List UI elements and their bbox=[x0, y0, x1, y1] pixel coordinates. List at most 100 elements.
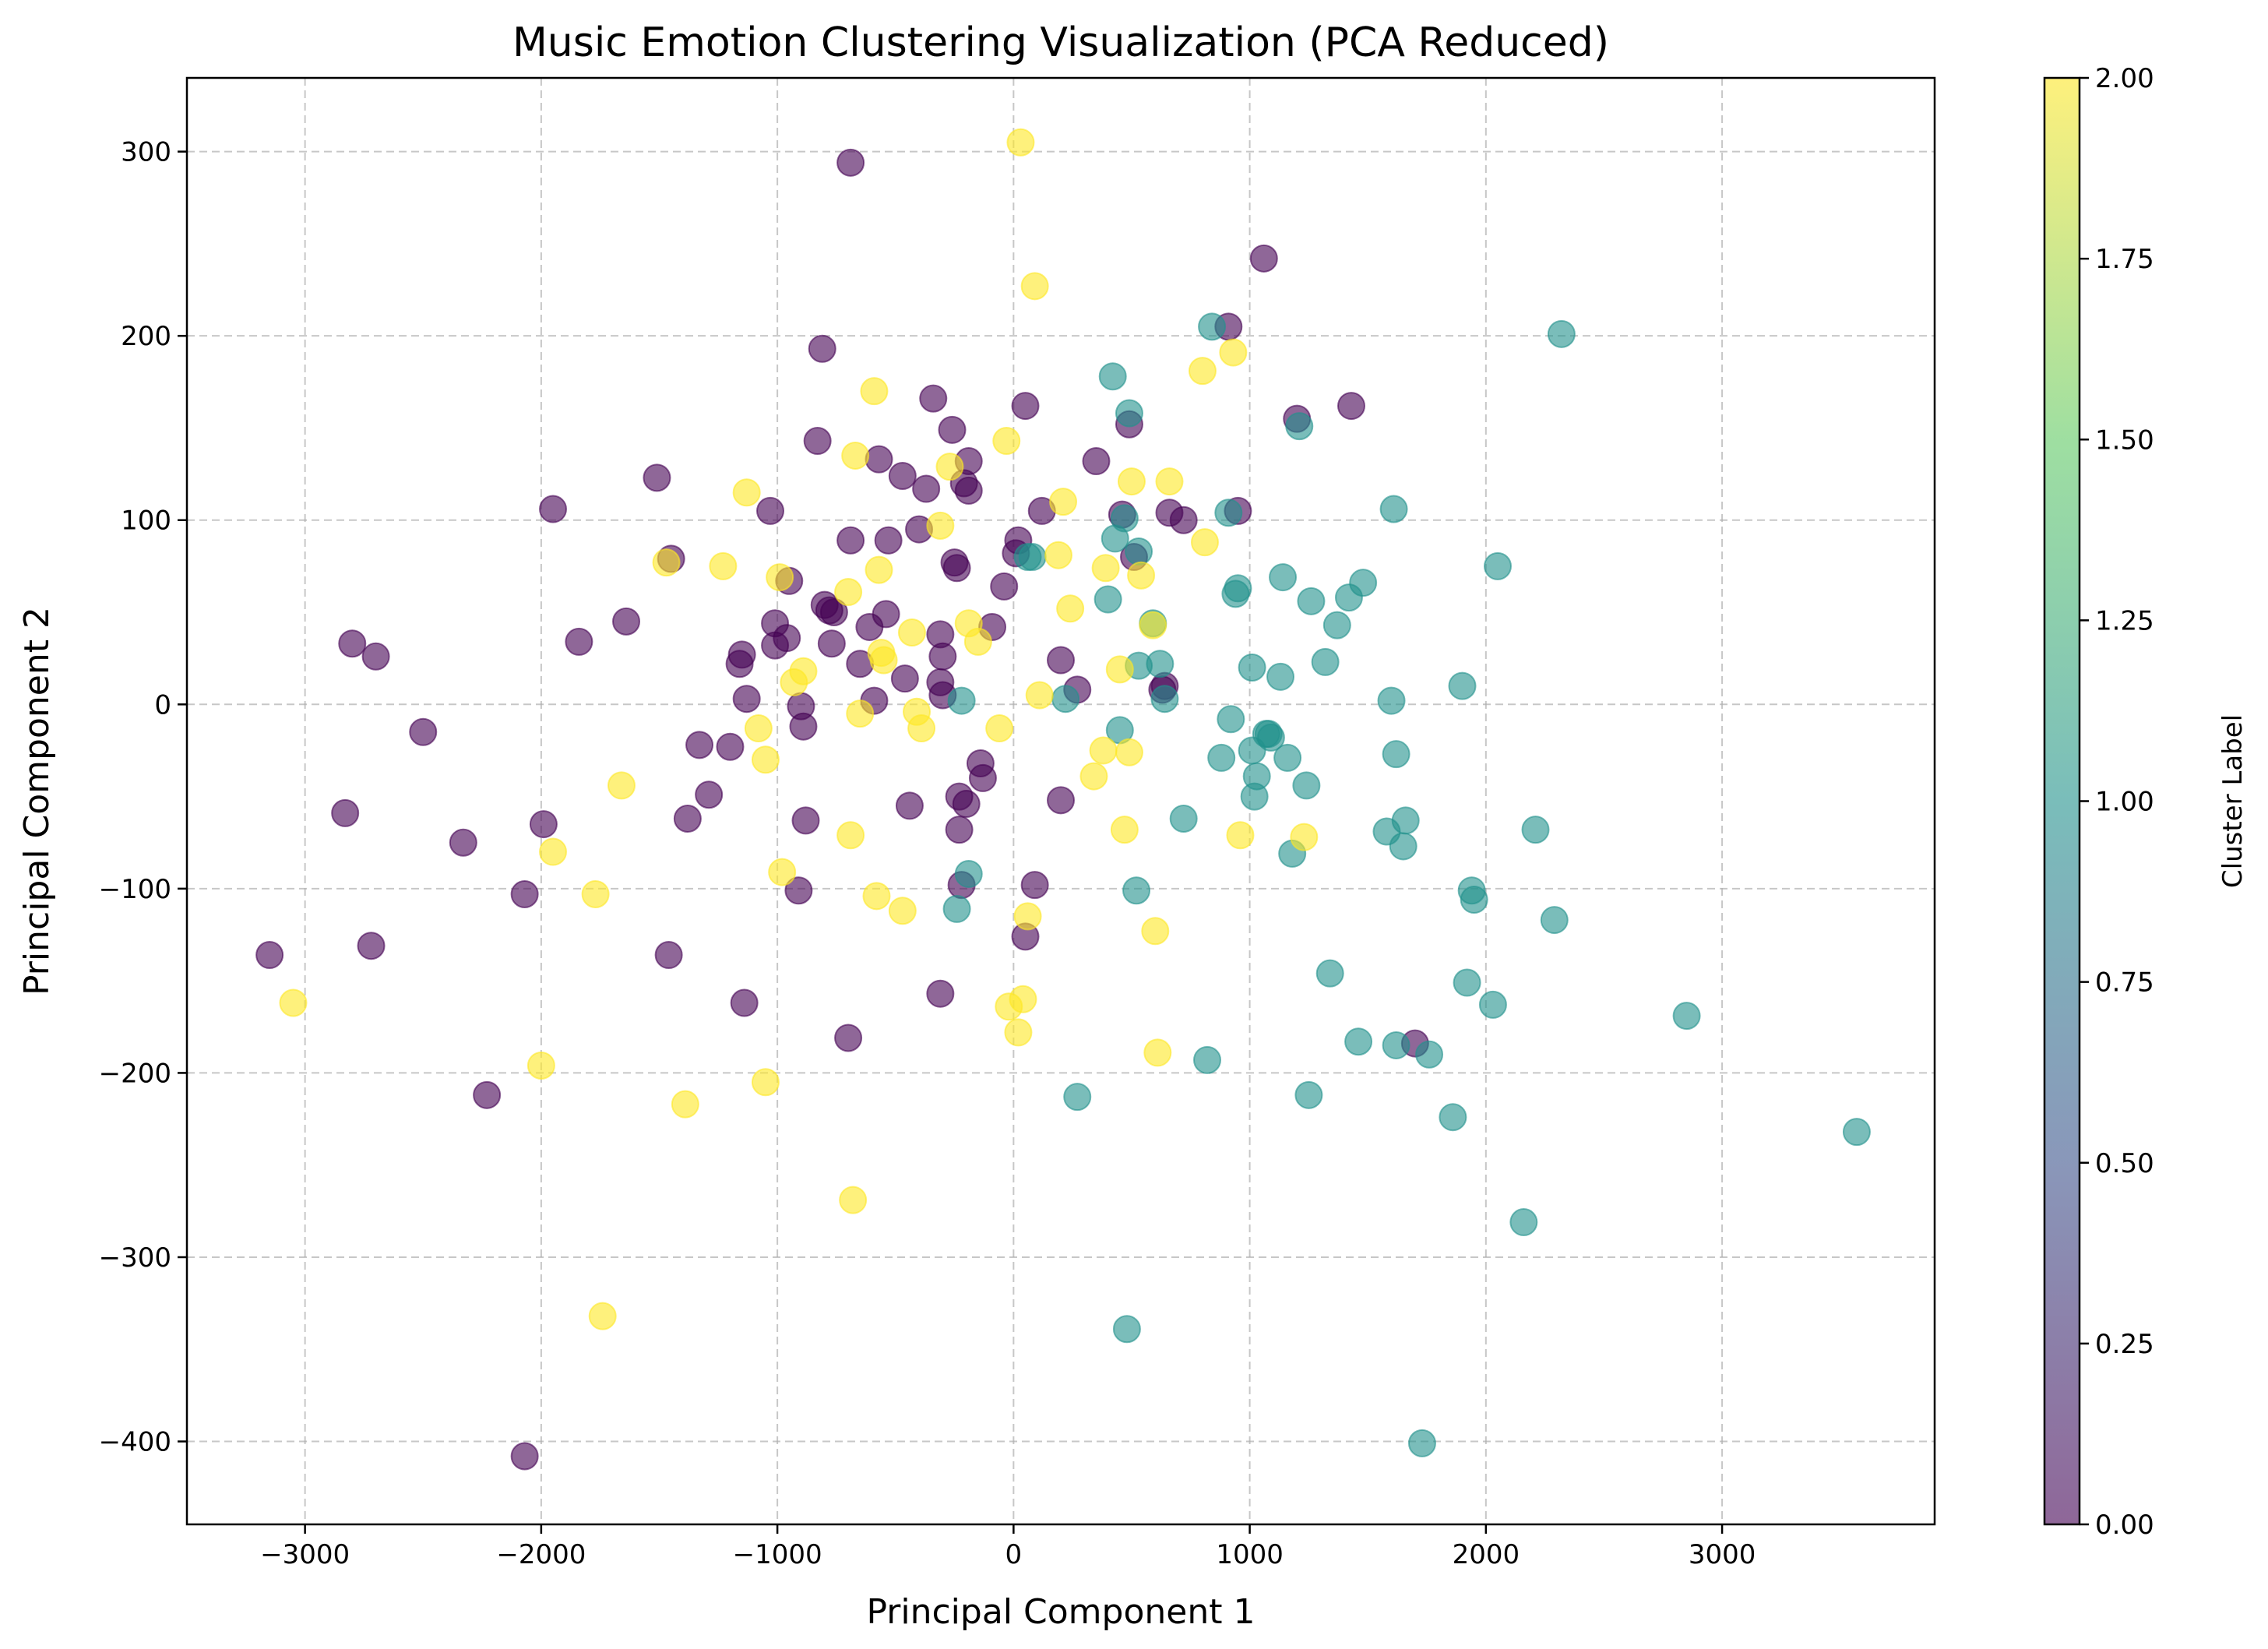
scatter-point-cluster-1 bbox=[1292, 771, 1321, 800]
y-tick-label: −100 bbox=[99, 874, 171, 905]
scatter-point-cluster-1 bbox=[1146, 650, 1174, 678]
scatter-point-cluster-1 bbox=[1382, 740, 1410, 769]
scatter-point-cluster-1 bbox=[1063, 1083, 1092, 1112]
y-tick-label: 0 bbox=[154, 689, 171, 721]
scatter-point-cluster-2 bbox=[865, 555, 893, 584]
x-tick-label: 3000 bbox=[1689, 1539, 1756, 1570]
scatter-point-cluster-2 bbox=[671, 1090, 699, 1119]
scatter-point-cluster-1 bbox=[1379, 495, 1408, 523]
scatter-point-cluster-0 bbox=[928, 642, 957, 671]
scatter-point-cluster-2 bbox=[1089, 736, 1118, 765]
scatter-point-cluster-0 bbox=[255, 941, 284, 970]
y-tick-label: −400 bbox=[99, 1427, 171, 1458]
scatter-point-cluster-0 bbox=[789, 712, 818, 741]
scatter-point-cluster-0 bbox=[1020, 871, 1049, 900]
scatter-point-cluster-0 bbox=[836, 148, 865, 177]
scatter-point-cluster-0 bbox=[773, 624, 801, 653]
scatter-point-cluster-1 bbox=[1238, 653, 1266, 682]
scatter-point-cluster-1 bbox=[1322, 611, 1351, 640]
scatter-point-cluster-2 bbox=[539, 837, 568, 866]
scatter-point-cluster-1 bbox=[1094, 585, 1122, 614]
scatter-point-cluster-1 bbox=[1051, 685, 1080, 714]
scatter-point-cluster-1 bbox=[1098, 362, 1127, 391]
scatter-point-cluster-2 bbox=[888, 897, 917, 925]
scatter-point-cluster-1 bbox=[1224, 574, 1252, 603]
scatter-point-cluster-2 bbox=[1219, 338, 1248, 367]
colorbar: 0.00 0.25 0.50 0.75 1.00 1.25 1.50 1.75 2.00 Clu… bbox=[2043, 63, 2249, 1541]
scatter-point-cluster-0 bbox=[1011, 392, 1040, 421]
colorbar-tick-label: 0.25 bbox=[2095, 1329, 2154, 1360]
scatter-point-cluster-0 bbox=[510, 1442, 539, 1471]
scatter-point-cluster-0 bbox=[952, 790, 981, 819]
scatter-point-cluster-2 bbox=[834, 578, 863, 607]
scatter-point-cluster-2 bbox=[1049, 488, 1078, 516]
scatter-point-cluster-1 bbox=[1110, 504, 1139, 533]
scatter-point-cluster-2 bbox=[1009, 985, 1037, 1013]
scatter-point-cluster-0 bbox=[1169, 506, 1198, 534]
scatter-point-cluster-0 bbox=[654, 941, 683, 970]
scatter-point-cluster-2 bbox=[1025, 681, 1054, 710]
x-tick-label: 2000 bbox=[1453, 1539, 1520, 1570]
scatter-point-cluster-0 bbox=[338, 629, 367, 658]
scatter-point-cluster-2 bbox=[279, 988, 308, 1017]
scatter-point-cluster-1 bbox=[1453, 968, 1481, 997]
scatter-point-cluster-0 bbox=[449, 828, 477, 857]
colorbar-tick-label: 0.75 bbox=[2095, 967, 2154, 999]
scatter-point-cluster-1 bbox=[942, 894, 971, 923]
colorbar-label: Cluster Label bbox=[2217, 714, 2249, 888]
scatter-point-cluster-2 bbox=[1155, 467, 1184, 496]
scatter-point-cluster-2 bbox=[1006, 128, 1035, 157]
scatter-point-cluster-0 bbox=[784, 876, 813, 905]
scatter-point-cluster-2 bbox=[992, 427, 1021, 456]
scatter-point-cluster-2 bbox=[1139, 611, 1167, 640]
colorbar-tick-label: 1.50 bbox=[2095, 425, 2154, 456]
scatter-point-cluster-1 bbox=[1198, 312, 1227, 341]
colorbar-tick-label: 1.25 bbox=[2095, 605, 2154, 636]
scatter-point-cluster-0 bbox=[331, 798, 360, 827]
scatter-point-cluster-0 bbox=[1047, 786, 1075, 815]
scatter-point-cluster-1 bbox=[1842, 1118, 1871, 1147]
y-tick-label: 200 bbox=[121, 321, 171, 352]
scatter-point-cluster-1 bbox=[1256, 723, 1285, 752]
scatter-point-cluster-1 bbox=[1391, 806, 1420, 835]
scatter-point-cluster-1 bbox=[1193, 1045, 1222, 1074]
scatter-point-cluster-1 bbox=[1344, 1027, 1373, 1056]
scatter-point-cluster-0 bbox=[565, 627, 593, 656]
scatter-point-cluster-0 bbox=[1336, 392, 1365, 421]
x-tick-label: −3000 bbox=[260, 1539, 350, 1570]
scatter-point-cluster-2 bbox=[744, 714, 773, 743]
scatter-point-cluster-0 bbox=[865, 445, 893, 474]
x-tick-label: 1000 bbox=[1216, 1539, 1284, 1570]
scatter-point-cluster-2 bbox=[751, 745, 780, 774]
scatter-point-cluster-2 bbox=[869, 646, 898, 675]
scatter-point-cluster-2 bbox=[1004, 1018, 1033, 1047]
scatter-point-cluster-0 bbox=[817, 629, 846, 658]
scatter-point-cluster-2 bbox=[709, 551, 738, 580]
scatter-point-cluster-0 bbox=[732, 685, 761, 714]
scatter-point-cluster-2 bbox=[841, 441, 870, 470]
scatter-point-cluster-0 bbox=[938, 415, 967, 444]
scatter-point-cluster-0 bbox=[1082, 447, 1111, 476]
scatter-point-cluster-1 bbox=[1294, 1080, 1323, 1109]
y-tick-label: −300 bbox=[99, 1242, 171, 1274]
scatter-point-cluster-1 bbox=[1415, 1040, 1444, 1069]
scatter-point-cluster-2 bbox=[1056, 594, 1085, 623]
scatter-points bbox=[255, 128, 1871, 1471]
scatter-point-cluster-0 bbox=[685, 731, 714, 759]
scatter-point-cluster-0 bbox=[409, 717, 438, 746]
scatter-point-cluster-1 bbox=[1315, 959, 1344, 988]
colorbar-tick-label: 0.00 bbox=[2095, 1510, 2154, 1541]
scatter-point-cluster-0 bbox=[539, 495, 568, 523]
scatter-point-cluster-1 bbox=[1169, 804, 1198, 833]
scatter-point-cluster-2 bbox=[1190, 528, 1219, 557]
scatter-point-cluster-1 bbox=[1273, 743, 1302, 772]
scatter-point-cluster-2 bbox=[1188, 357, 1217, 386]
scatter-point-cluster-1 bbox=[1266, 662, 1295, 691]
scatter-point-cluster-0 bbox=[890, 664, 919, 693]
scatter-point-cluster-0 bbox=[756, 496, 785, 525]
scatter-point-cluster-1 bbox=[1484, 551, 1512, 580]
scatter-point-cluster-2 bbox=[1105, 655, 1134, 684]
scatter-point-cluster-0 bbox=[643, 463, 671, 492]
scatter-point-cluster-2 bbox=[1020, 272, 1049, 301]
